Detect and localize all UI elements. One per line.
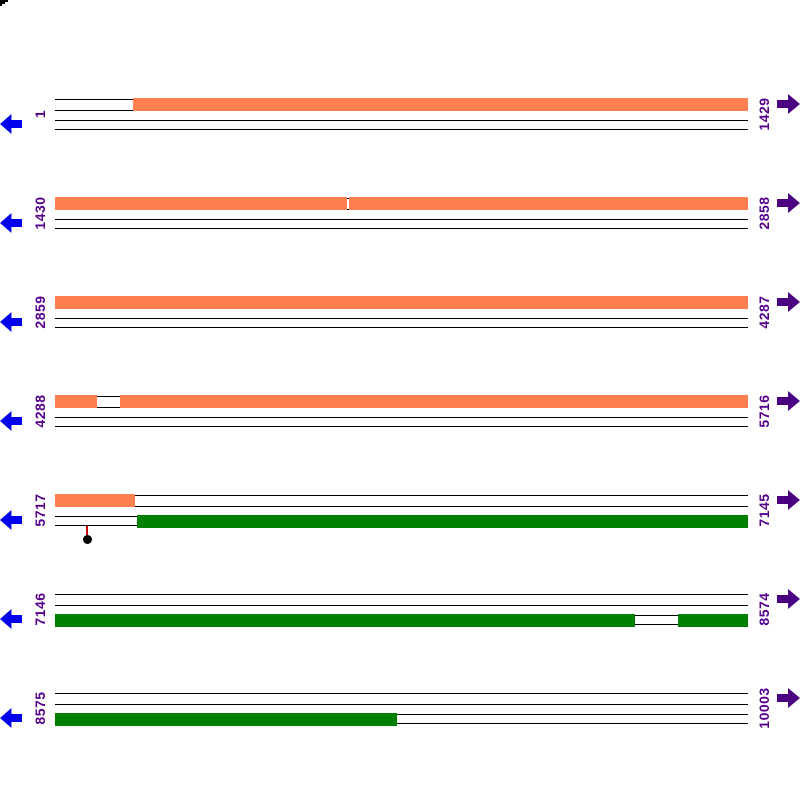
frame-line xyxy=(55,228,748,229)
gene-bar-forward xyxy=(55,296,748,309)
frame-line xyxy=(55,417,748,418)
forward-strand-arrow-icon xyxy=(777,391,800,411)
row-start-coordinate: 2859 xyxy=(32,295,48,329)
forward-strand-arrow-icon xyxy=(777,94,800,114)
orf-marker-stem xyxy=(86,526,88,535)
row-end-coordinate: 10003 xyxy=(756,687,772,729)
row-start-coordinate: 7146 xyxy=(32,592,48,626)
row-end-coordinate: 4287 xyxy=(756,295,772,329)
row-end-coordinate: 2858 xyxy=(756,196,772,230)
row-end-coordinate: 8574 xyxy=(756,592,772,626)
gene-bar-forward xyxy=(120,395,748,408)
frame-line xyxy=(55,594,748,595)
frame-line xyxy=(55,723,748,724)
orf-marker-dot-icon xyxy=(83,535,92,544)
row-start-coordinate: 5717 xyxy=(32,493,48,527)
frame-line xyxy=(55,120,748,121)
row-start-coordinate: 8575 xyxy=(32,691,48,725)
reverse-strand-arrow-icon xyxy=(0,411,22,431)
frame-line xyxy=(55,506,748,507)
row-end-coordinate: 1429 xyxy=(756,97,772,131)
reverse-strand-arrow-icon xyxy=(0,312,22,332)
forward-strand-arrow-icon xyxy=(777,589,800,609)
frame-line xyxy=(55,693,748,694)
gene-bar-forward xyxy=(133,98,748,111)
gene-bar-reverse xyxy=(55,713,397,726)
reverse-strand-arrow-icon xyxy=(0,114,22,134)
row-start-coordinate: 1430 xyxy=(32,196,48,230)
row-end-coordinate: 5716 xyxy=(756,394,772,428)
frame-line xyxy=(55,327,748,328)
gene-bar-forward xyxy=(349,197,748,210)
frame-line xyxy=(55,495,748,496)
reverse-strand-arrow-icon xyxy=(0,609,22,629)
corner-artifact xyxy=(0,0,10,8)
frame-line xyxy=(55,704,748,705)
row-start-coordinate: 1 xyxy=(32,109,48,119)
gene-bar-reverse xyxy=(55,614,635,627)
gene-bar-reverse xyxy=(137,515,748,528)
forward-strand-arrow-icon xyxy=(777,292,800,312)
frame-line xyxy=(55,219,748,220)
row-end-coordinate: 7145 xyxy=(756,493,772,527)
gene-bar-forward xyxy=(55,395,97,408)
frame-line xyxy=(55,426,748,427)
reverse-strand-arrow-icon xyxy=(0,510,22,530)
frame-line xyxy=(55,318,748,319)
gene-bar-forward xyxy=(55,494,135,507)
frame-line xyxy=(55,714,748,715)
forward-strand-arrow-icon xyxy=(777,490,800,510)
reverse-strand-arrow-icon xyxy=(0,213,22,233)
gene-bar-forward xyxy=(55,197,347,210)
frame-line xyxy=(55,129,748,130)
frame-line xyxy=(55,605,748,606)
row-start-coordinate: 4288 xyxy=(32,394,48,428)
forward-strand-arrow-icon xyxy=(777,688,800,708)
forward-strand-arrow-icon xyxy=(777,193,800,213)
gene-bar-reverse xyxy=(678,614,748,627)
reverse-strand-arrow-icon xyxy=(0,708,22,728)
